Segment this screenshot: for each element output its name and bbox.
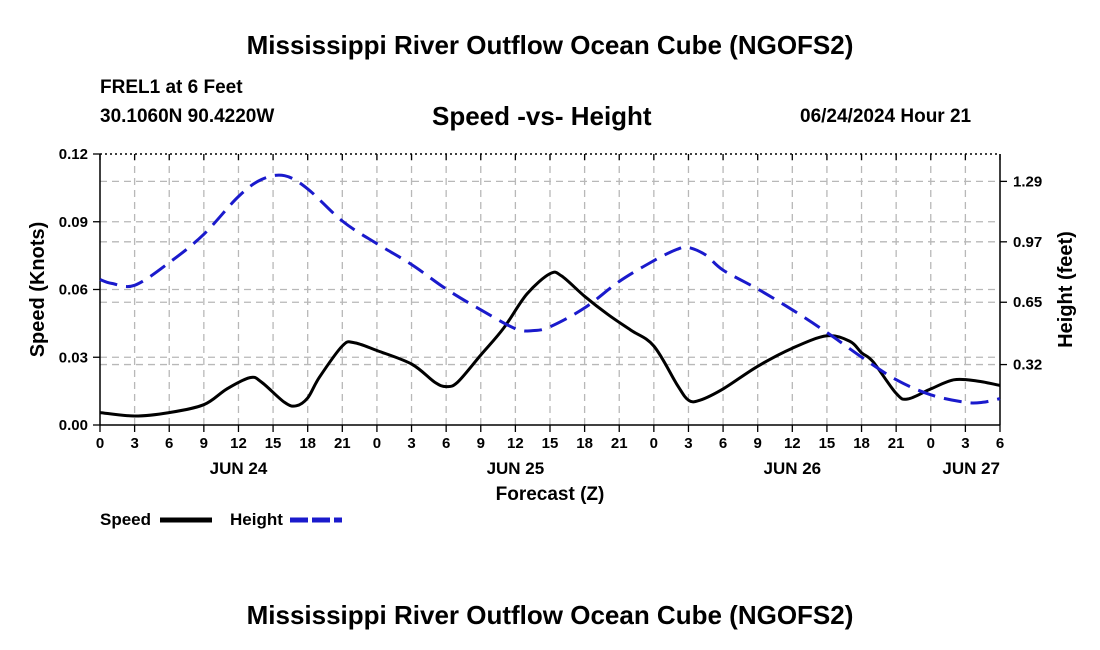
y-tick-label: 0.06: [59, 282, 88, 299]
x-tick-label: 3: [684, 435, 692, 452]
day-label: JUN 27: [942, 459, 1000, 478]
x-tick-label: 15: [819, 435, 836, 452]
height-series-line: [99, 173, 1001, 405]
y-axis-title: Speed (Knots): [27, 222, 49, 358]
y2-axis-title: Height (feet): [1055, 231, 1077, 348]
day-label: JUN 26: [763, 459, 821, 478]
y-tick-label: 0.00: [59, 417, 88, 434]
x-tick-label: 12: [507, 435, 524, 452]
station-name: FREL1 at 6 Feet: [100, 77, 243, 98]
legend: Speed Height: [100, 510, 342, 529]
y2-tick-label: 0.97: [1013, 234, 1042, 251]
x-tick-label: 0: [96, 435, 104, 452]
x-tick-label: 21: [888, 435, 905, 452]
x-tick-label: 3: [961, 435, 969, 452]
axes: [93, 153, 1007, 432]
x-tick-label: 0: [927, 435, 935, 452]
x-tick-label: 6: [719, 435, 727, 452]
footer-title: Mississippi River Outflow Ocean Cube (NG…: [246, 600, 854, 630]
x-tick-label: 9: [477, 435, 485, 452]
x-tick-label: 12: [784, 435, 801, 452]
y2-tick-label: 1.29: [1013, 173, 1042, 190]
chart-title: Speed -vs- Height: [432, 101, 652, 131]
x-tick-label: 6: [442, 435, 450, 452]
x-tick-label: 9: [200, 435, 208, 452]
y2-tick-label: 0.65: [1013, 294, 1042, 311]
x-tick-label: 12: [230, 435, 247, 452]
x-tick-label: 3: [407, 435, 415, 452]
x-tick-label: 6: [165, 435, 173, 452]
x-tick-label: 21: [611, 435, 628, 452]
x-tick-label: 0: [650, 435, 658, 452]
axis-labels: 0 3 6 9 12 15 18 21 0 3 6 9 12 15 18 21 0 3 6 9 12 15 18 21 0 3 6 J…: [27, 146, 1077, 505]
x-tick-label: 21: [334, 435, 351, 452]
y-tick-label: 0.12: [59, 146, 88, 163]
series: [99, 173, 1001, 418]
legend-speed-label: Speed: [100, 510, 151, 529]
x-tick-label: 18: [853, 435, 870, 452]
forecast-time: 06/24/2024 Hour 21: [800, 106, 972, 127]
grid: [100, 154, 1000, 425]
x-tick-label: 0: [373, 435, 381, 452]
x-tick-label: 3: [130, 435, 138, 452]
x-tick-label: 18: [576, 435, 593, 452]
main-title: Mississippi River Outflow Ocean Cube (NG…: [246, 30, 854, 60]
x-tick-label: 15: [265, 435, 282, 452]
x-tick-label: 9: [754, 435, 762, 452]
x-tick-label: 18: [299, 435, 316, 452]
speed-series-line: [99, 270, 1001, 418]
y-tick-label: 0.09: [59, 214, 88, 231]
x-tick-label: 15: [542, 435, 559, 452]
x-axis-title: Forecast (Z): [496, 484, 605, 505]
station-coordinates: 30.1060N 90.4220W: [100, 106, 275, 127]
y-tick-label: 0.03: [59, 349, 88, 366]
day-label: JUN 25: [487, 459, 545, 478]
x-tick-label: 6: [996, 435, 1004, 452]
y2-tick-label: 0.32: [1013, 357, 1042, 374]
legend-height-label: Height: [230, 510, 283, 529]
day-label: JUN 24: [210, 459, 268, 478]
